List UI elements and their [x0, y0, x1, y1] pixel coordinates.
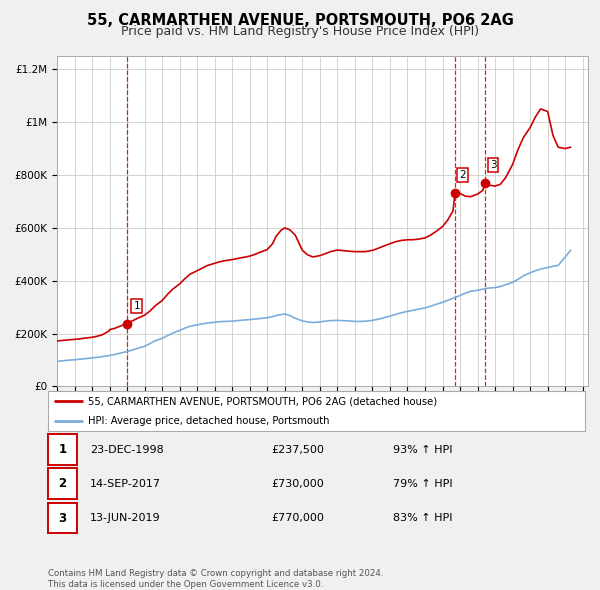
Text: Contains HM Land Registry data © Crown copyright and database right 2024.
This d: Contains HM Land Registry data © Crown c… [48, 569, 383, 589]
Text: £237,500: £237,500 [272, 445, 325, 454]
Text: 1: 1 [134, 301, 140, 311]
Text: 2: 2 [58, 477, 67, 490]
Text: 2: 2 [460, 170, 466, 180]
Text: 55, CARMARTHEN AVENUE, PORTSMOUTH, PO6 2AG (detached house): 55, CARMARTHEN AVENUE, PORTSMOUTH, PO6 2… [88, 396, 437, 407]
Text: 23-DEC-1998: 23-DEC-1998 [90, 445, 164, 454]
Text: 83% ↑ HPI: 83% ↑ HPI [393, 513, 452, 523]
Text: £730,000: £730,000 [272, 479, 325, 489]
Text: 3: 3 [58, 512, 67, 525]
Text: 3: 3 [490, 159, 496, 169]
Text: Price paid vs. HM Land Registry's House Price Index (HPI): Price paid vs. HM Land Registry's House … [121, 25, 479, 38]
Text: 14-SEP-2017: 14-SEP-2017 [90, 479, 161, 489]
Text: 1: 1 [58, 443, 67, 456]
Text: £770,000: £770,000 [272, 513, 325, 523]
Text: 79% ↑ HPI: 79% ↑ HPI [393, 479, 452, 489]
Text: 93% ↑ HPI: 93% ↑ HPI [393, 445, 452, 454]
Text: HPI: Average price, detached house, Portsmouth: HPI: Average price, detached house, Port… [88, 416, 330, 425]
Text: 55, CARMARTHEN AVENUE, PORTSMOUTH, PO6 2AG: 55, CARMARTHEN AVENUE, PORTSMOUTH, PO6 2… [86, 13, 514, 28]
Text: 13-JUN-2019: 13-JUN-2019 [90, 513, 161, 523]
